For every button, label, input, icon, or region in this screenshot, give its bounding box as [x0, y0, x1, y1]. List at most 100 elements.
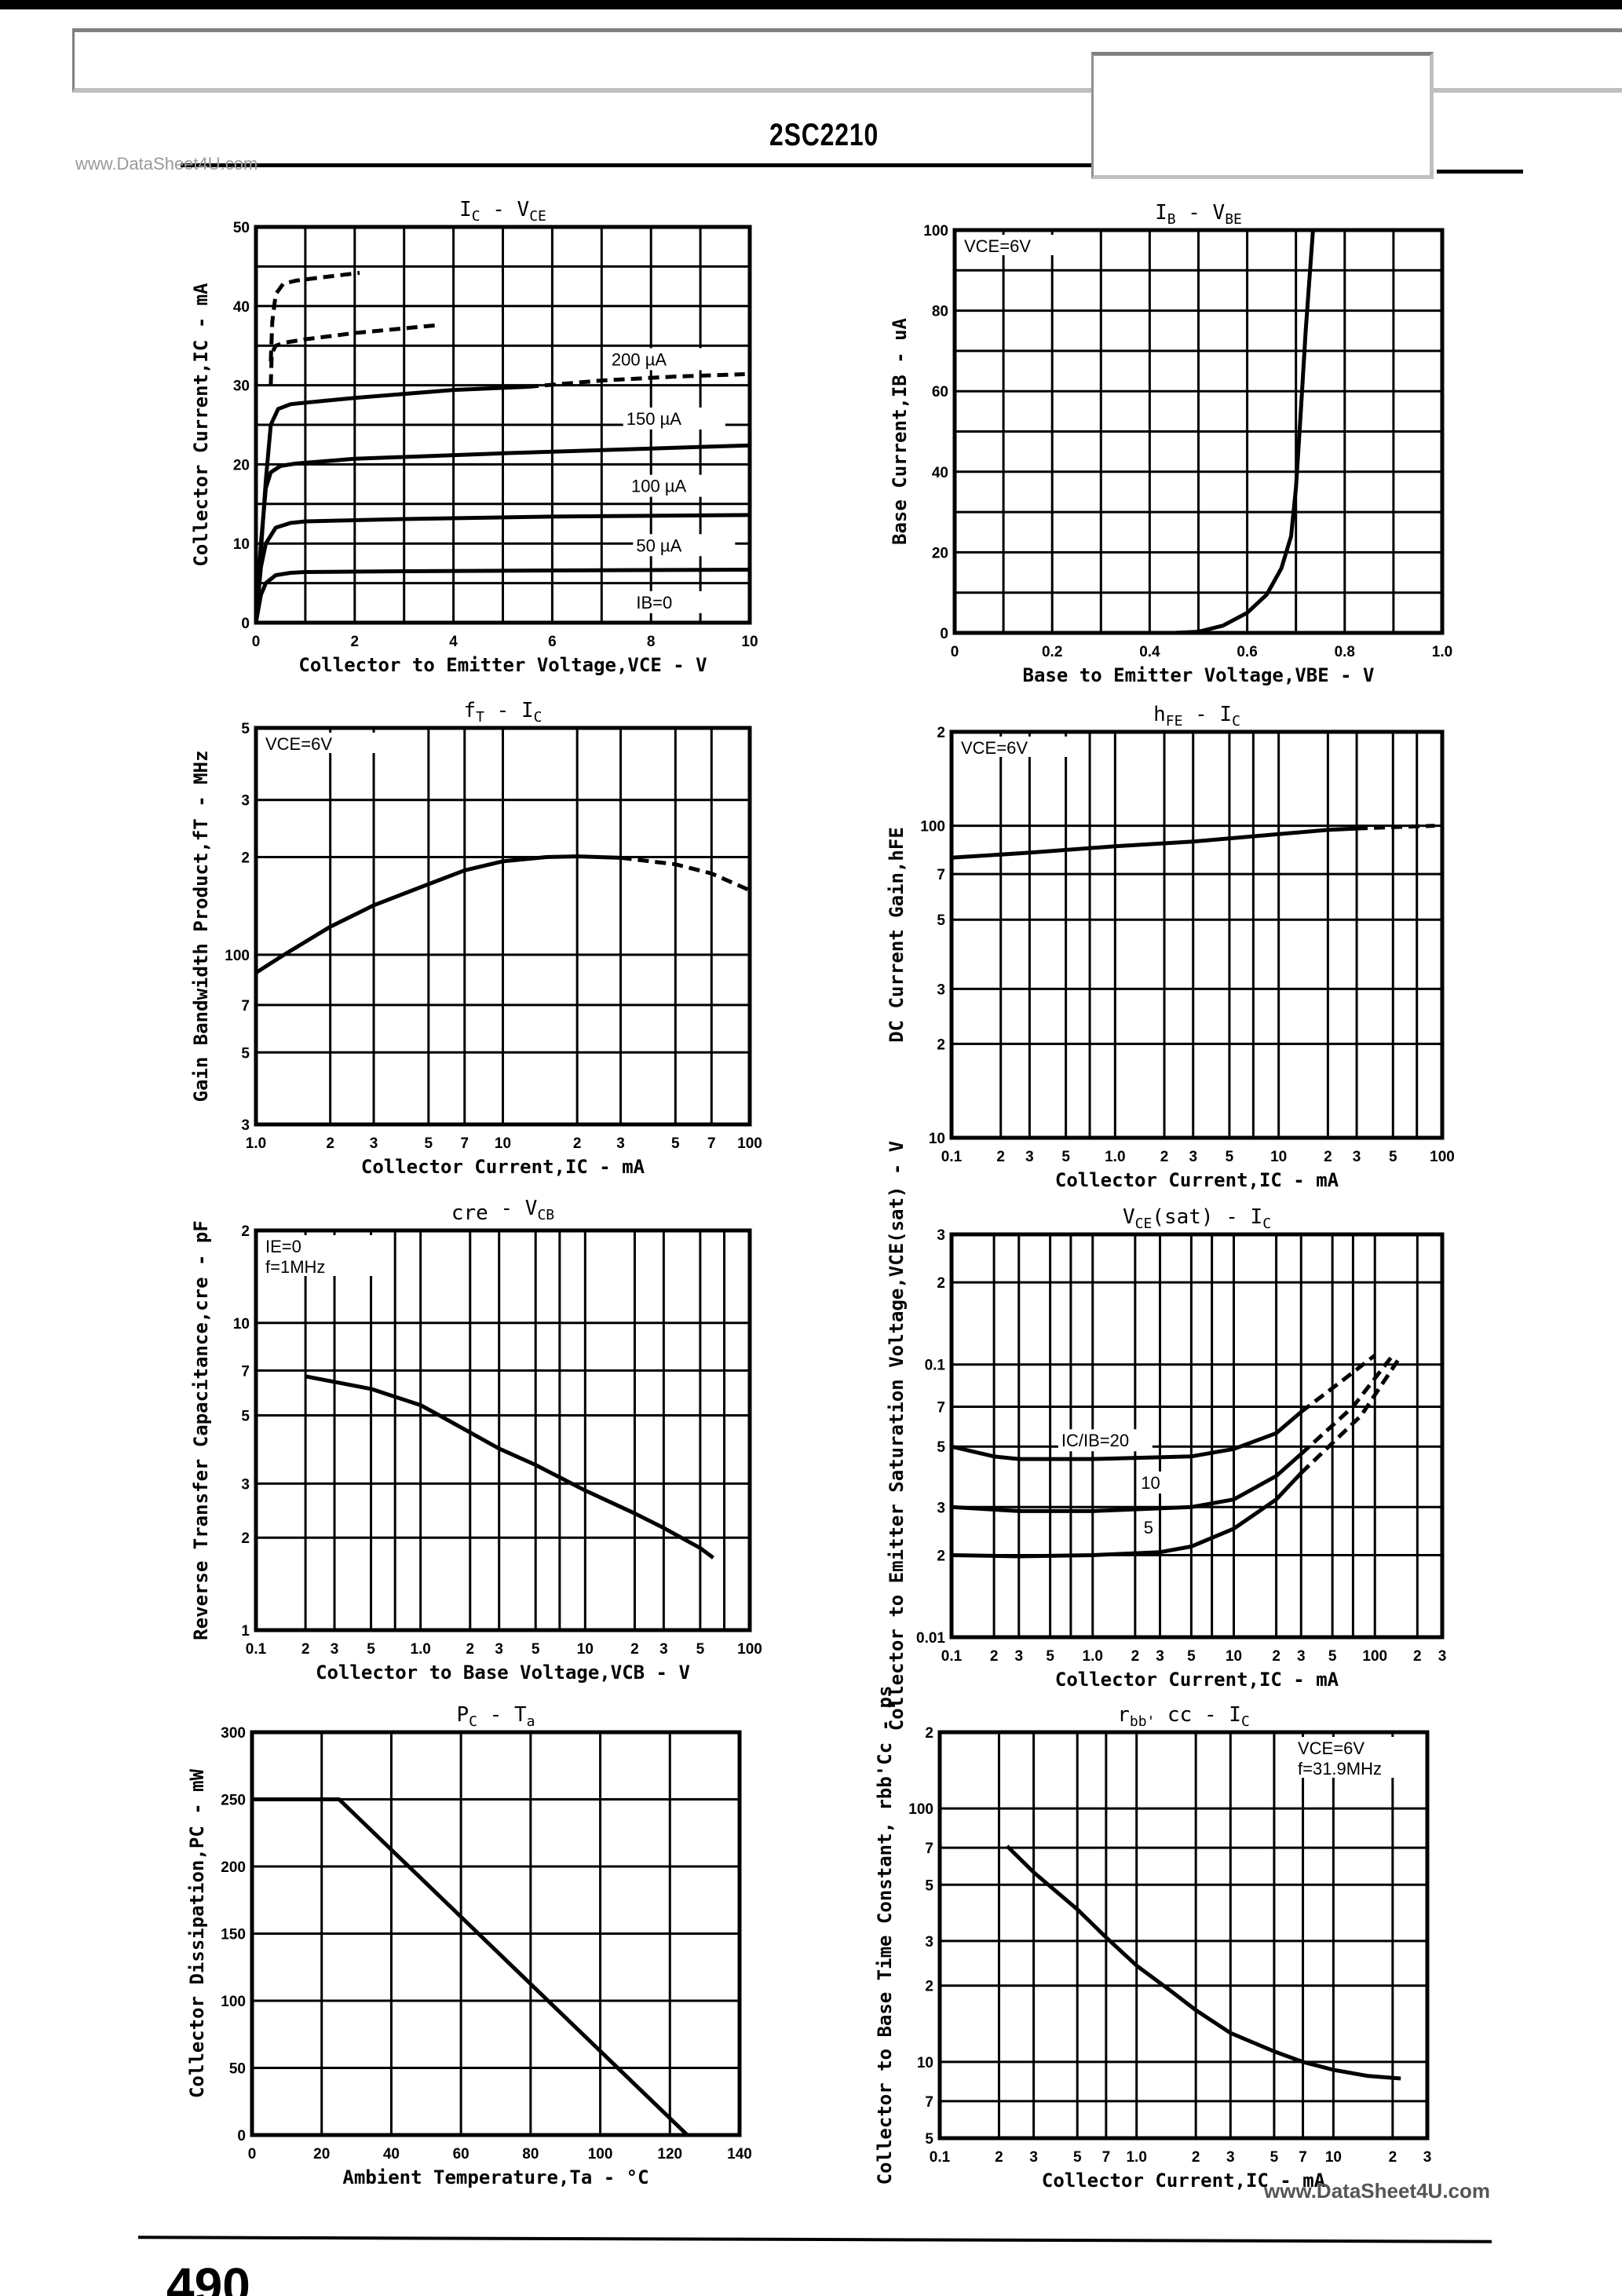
chart-ic-vce: 0 2 4 6 8 10 0 10 20 30 40 50 IC - VCE Collector to E… — [162, 180, 773, 693]
series-line — [951, 1410, 1302, 1461]
x-tick-label: 7 — [707, 1135, 716, 1152]
x-tick-label: 3 — [1423, 2149, 1432, 2166]
plot-frame — [949, 1232, 1445, 1640]
x-tick-label: 1.0 — [1126, 2149, 1146, 2166]
x-tick-label: 2 — [990, 1648, 999, 1665]
x-tick-label: 5 — [1226, 1149, 1234, 1165]
x-axis-label: Collector Current,IC - mA — [361, 1156, 645, 1178]
y-tick-label: 3 — [241, 1117, 250, 1134]
y-tick-label: 0.01 — [916, 1630, 945, 1647]
y-tick-label: 5 — [937, 1439, 945, 1456]
x-tick-label: 120 — [657, 2146, 682, 2163]
x-tick-label: 2 — [1324, 1149, 1332, 1165]
x-tick-label: 0.4 — [1139, 644, 1160, 660]
y-tick-label: 5 — [241, 721, 250, 737]
y-tick-label: 2 — [925, 1979, 933, 1995]
x-tick-label: 5 — [1270, 2149, 1279, 2166]
x-tick-label: 3 — [1029, 2149, 1038, 2166]
y-tick-label: 7 — [925, 2094, 933, 2111]
x-tick-label: 7 — [460, 1135, 469, 1152]
grid — [950, 730, 1444, 1139]
x-tick-label: 2 — [351, 634, 360, 650]
series-line — [1006, 1844, 1401, 2081]
x-tick-label: 3 — [1014, 1648, 1023, 1665]
watermark-top: www.DataSheet4U.com — [75, 154, 258, 174]
x-tick-label: 140 — [727, 2146, 752, 2163]
x-tick-label: 3 — [1189, 1149, 1197, 1165]
x-tick-label: 0.1 — [930, 2149, 951, 2166]
series-line — [527, 372, 745, 389]
x-tick-label: 1.0 — [1432, 644, 1452, 660]
y-tick-label: 7 — [937, 1399, 945, 1416]
x-axis-label: Collector Current,IC - mA — [1055, 1669, 1339, 1691]
plot-frame — [254, 726, 752, 1127]
grid — [950, 1233, 1444, 1639]
y-tick-label: 7 — [241, 1363, 250, 1380]
x-tick-label: 2 — [630, 1641, 639, 1658]
y-tick-label: 0.1 — [925, 1358, 946, 1374]
x-tick-label: 0 — [951, 644, 959, 660]
chart-ib-vbe: 0 0.2 0.4 0.6 0.8 1.0 0 20 40 60 80 100 IB - VBE Base… — [860, 183, 1466, 704]
curve-label: 100 µA — [631, 477, 686, 496]
grid — [953, 229, 1444, 634]
y-tick-label: 3 — [241, 1476, 250, 1493]
x-tick-label: 3 — [1025, 1149, 1034, 1165]
series-line — [254, 854, 621, 974]
x-tick-label: 0 — [248, 2146, 257, 2163]
x-tick-label: 1.0 — [410, 1641, 430, 1658]
plot-frame — [949, 729, 1445, 1140]
x-tick-label: 0.1 — [941, 1149, 963, 1165]
y-tick-label: 2 — [925, 1725, 933, 1742]
y-tick-label: 2 — [937, 1275, 945, 1292]
y-tick-label: 7 — [925, 1841, 933, 1857]
series-line — [1299, 1356, 1393, 1456]
x-tick-label: 2 — [1160, 1149, 1169, 1165]
x-tick-label: 3 — [1438, 1648, 1447, 1665]
x-tick-label: 2 — [1192, 2149, 1200, 2166]
y-axis-label: Collector to Base Time Constant, rbb'Cc … — [874, 1686, 896, 2185]
curve-label: 5 — [1144, 1518, 1153, 1537]
x-tick-label: 5 — [1061, 1149, 1070, 1165]
top-border — [0, 0, 1622, 9]
footer-rule — [137, 2236, 1492, 2243]
x-tick-label: 10 — [495, 1135, 511, 1152]
x-tick-label: 6 — [548, 634, 557, 650]
y-axis-label: Reverse Transfer Capacitance,cre - pF — [190, 1220, 212, 1640]
y-tick-label: 2 — [241, 1223, 250, 1240]
chart-title: IC - VCE — [459, 198, 546, 225]
x-tick-label: 10 — [1226, 1648, 1242, 1665]
x-tick-label: 3 — [495, 1641, 503, 1658]
header-frame — [72, 28, 1622, 93]
series-line — [269, 271, 360, 362]
y-tick-label: 250 — [221, 1793, 246, 1809]
y-tick-label: 2 — [241, 1530, 250, 1547]
y-tick-label: 7 — [937, 867, 945, 883]
chart-cre-vcb: 0.1 2 3 5 1.0 2 3 5 10 2 3 5 100 1 2 3 5 7 10 2 cre - VCB Col… — [162, 1183, 773, 1701]
condition-label: f=31.9MHz — [1298, 1759, 1382, 1779]
x-tick-label: 2 — [573, 1135, 582, 1152]
x-tick-label: 2 — [301, 1641, 310, 1658]
x-tick-label: 10 — [577, 1641, 594, 1658]
chart-ft-ic: 1.0 2 3 5 7 10 2 3 5 7 100 3 5 7 100 2 3 5 fT - IC Collecto… — [162, 681, 773, 1195]
chart-title: IB - VBE — [1155, 201, 1242, 228]
x-tick-label: 2 — [466, 1641, 474, 1658]
condition-label: VCE=6V — [1298, 1738, 1364, 1758]
x-tick-label: 0.1 — [246, 1641, 267, 1658]
x-tick-label: 20 — [313, 2146, 330, 2163]
y-tick-label: 1 — [241, 1623, 250, 1640]
grid — [250, 1731, 741, 2137]
series-line — [1299, 1354, 1376, 1414]
y-tick-label: 5 — [937, 912, 945, 929]
x-tick-label: 7 — [1102, 2149, 1111, 2166]
condition-label: f=1MHz — [265, 1257, 325, 1277]
y-tick-label: 40 — [932, 465, 948, 481]
x-tick-label: 7 — [1299, 2149, 1307, 2166]
condition-label: IE=0 — [265, 1237, 301, 1256]
chart-rbbcc-ic: 0.1 2 3 5 7 1.0 2 3 5 7 10 2 3 5 7 10 2 3 5 7 100 2 rbb' cc - … — [846, 1685, 1451, 2209]
y-tick-label: 100 — [908, 1801, 933, 1818]
page-number: 490 — [166, 2258, 250, 2296]
y-tick-label: 30 — [233, 378, 250, 395]
curve-label: IC/IB=20 — [1061, 1431, 1129, 1450]
x-tick-label: 2 — [995, 2149, 1003, 2166]
